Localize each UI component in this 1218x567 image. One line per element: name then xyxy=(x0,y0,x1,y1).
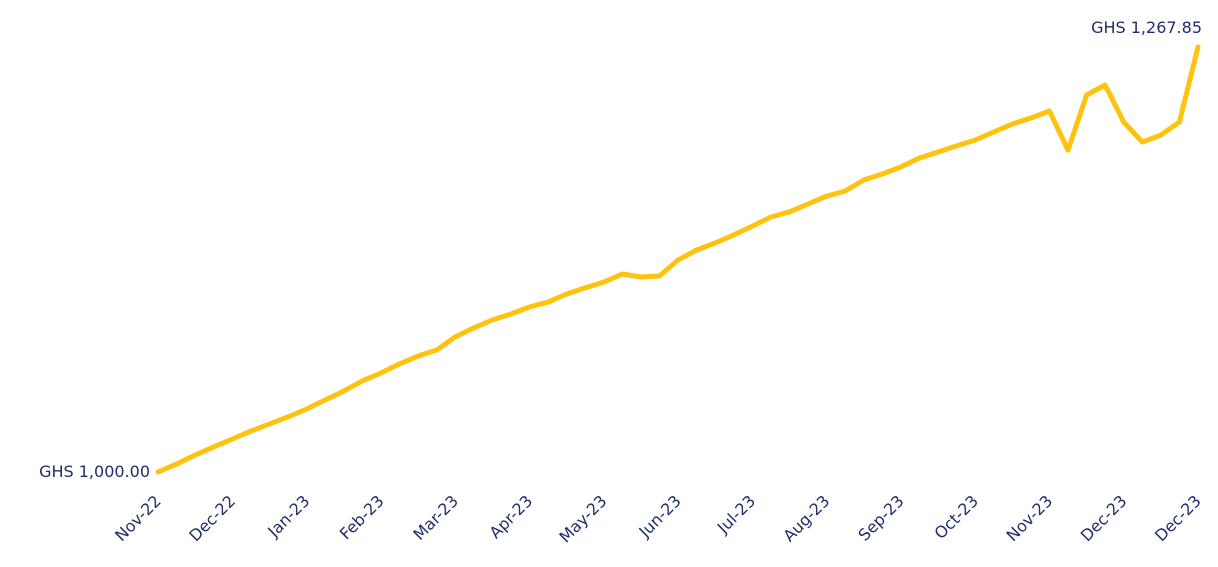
x-tick-label: Oct-23 xyxy=(930,491,981,542)
x-tick-label: Jul-23 xyxy=(713,491,759,537)
x-tick-label: Dec-22 xyxy=(185,491,239,545)
line xyxy=(155,44,1201,475)
x-tick-label: Jun-23 xyxy=(635,491,685,541)
x-tick-label: Nov-23 xyxy=(1003,491,1057,545)
x-tick-label: Dec-23 xyxy=(1151,491,1205,545)
value-label: GHS 1,000.00 xyxy=(39,462,150,481)
x-tick-label: Jan-23 xyxy=(263,491,313,541)
x-tick-label: May-23 xyxy=(555,491,610,546)
x-tick-label: Apr-23 xyxy=(485,491,536,542)
x-tick-label: Mar-23 xyxy=(409,491,462,544)
x-tick-label: Aug-23 xyxy=(779,491,833,545)
x-tick-label: Feb-23 xyxy=(336,491,388,543)
x-tick-label: Sep-23 xyxy=(854,491,907,544)
x-tick-label: Dec-23 xyxy=(1077,491,1131,545)
x-tick-label: Nov-22 xyxy=(111,491,165,545)
value-label: GHS 1,267.85 xyxy=(1091,18,1202,37)
